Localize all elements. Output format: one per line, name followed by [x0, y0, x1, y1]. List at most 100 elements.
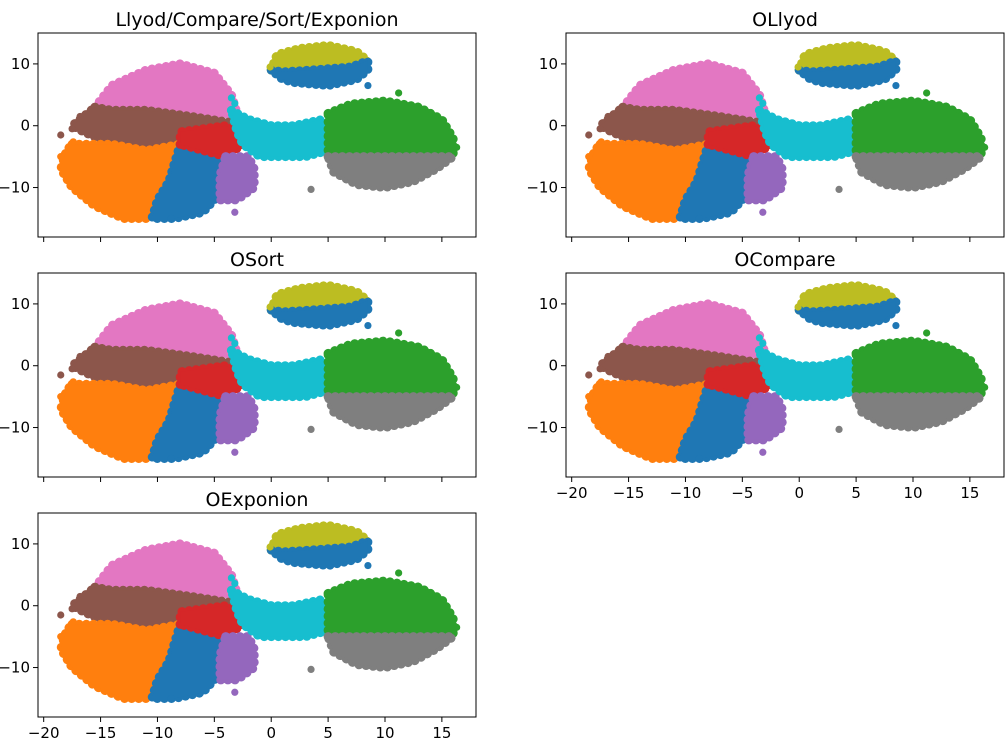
cluster-1-core [94, 303, 238, 357]
cluster-8-core [856, 341, 982, 397]
subplot-2: OLlyod 10 0 −10 [526, 9, 1005, 242]
scatter-point [835, 425, 843, 433]
scatter-point [76, 592, 84, 601]
subplot-title: OLlyod [752, 9, 818, 31]
scatter-point [923, 329, 931, 337]
scatter-point [76, 352, 84, 361]
scatter-point [585, 371, 593, 379]
scatter-point [759, 99, 767, 108]
cluster-3-core [60, 624, 181, 699]
cluster-6-core [220, 636, 255, 680]
scatter-point [453, 383, 461, 391]
scatter-point [597, 378, 605, 386]
cluster-11-core [799, 60, 896, 86]
cluster-5-core [708, 365, 771, 397]
subplot-title: OCompare [734, 249, 835, 271]
y-tick-label: 10 [539, 55, 558, 73]
scatter-point [695, 454, 703, 463]
scatter-point [167, 694, 175, 703]
x-tick-label: −15 [85, 724, 117, 742]
scatter-point [227, 334, 236, 342]
y-tick-label: −10 [0, 419, 30, 437]
subplot-5: OExponion 10 0 −10 −20 −15 −10 −5 0 5 10 15 [0, 489, 477, 742]
cluster-5-core [180, 605, 243, 637]
scatter-point [69, 378, 77, 386]
cluster-5-core [180, 125, 243, 157]
cluster-7-core [759, 110, 857, 157]
scatter-point [835, 185, 843, 193]
scatter-point [604, 352, 612, 361]
cluster-7-core [231, 350, 329, 397]
x-tick-label: 5 [323, 724, 333, 742]
y-tick-label: −10 [526, 179, 558, 197]
y-tick-label: 10 [11, 55, 30, 73]
cluster-8-core [328, 341, 454, 397]
cluster-9-core [856, 396, 982, 428]
scatter-point [597, 138, 605, 146]
scatter-point [57, 633, 65, 641]
cluster-3-core [60, 384, 181, 459]
y-tick-label: 0 [548, 357, 558, 375]
scatter-area [584, 40, 989, 223]
scatter-point [76, 112, 84, 121]
x-tick-label: −20 [28, 724, 60, 742]
axes-frame [37, 512, 477, 718]
y-tick-label: −10 [526, 419, 558, 437]
scatter-point [981, 383, 989, 391]
cluster-4-core [151, 384, 226, 459]
y-tick-label: 0 [20, 117, 30, 135]
x-tick-label: 0 [266, 724, 276, 742]
x-tick-label: 10 [903, 484, 922, 502]
y-tick-label: 0 [20, 357, 30, 375]
scatter-point [755, 94, 764, 102]
scatter-point [231, 339, 239, 348]
cluster-4-core [151, 624, 226, 699]
scatter-point [68, 605, 76, 613]
scatter-point [585, 393, 593, 401]
scatter-point [266, 543, 274, 551]
cluster-9-core [328, 156, 454, 188]
cluster-5-core [180, 365, 243, 397]
scatter-point [364, 561, 372, 570]
cluster-7-core [231, 590, 329, 637]
cluster-6-core [748, 156, 783, 200]
cluster-1-core [94, 543, 238, 597]
scatter-point [604, 112, 612, 121]
scatter-point [759, 448, 767, 456]
subplot-3: OSort 10 0 −10 [0, 249, 477, 482]
scatter-point [596, 125, 604, 133]
y-tick-label: 10 [11, 295, 30, 313]
scatter-point [453, 623, 461, 631]
scatter-point [69, 138, 77, 146]
cluster-1-core [622, 303, 766, 357]
y-tick-label: −10 [0, 179, 30, 197]
scatter-point [68, 125, 76, 133]
scatter-point [227, 574, 236, 582]
scatter-area [56, 520, 461, 703]
cluster-7-core [759, 350, 857, 397]
x-tick-label: 5 [851, 484, 861, 502]
scatter-point [794, 303, 802, 311]
cluster-9-core [328, 636, 454, 668]
cluster-6-core [220, 396, 255, 440]
cluster-4-core [151, 144, 226, 219]
scatter-point [231, 99, 239, 108]
scatter-point [57, 611, 65, 619]
cluster-1-core [622, 63, 766, 117]
scatter-point [395, 569, 403, 577]
axes-frame [37, 272, 477, 478]
x-tick-label: −10 [142, 724, 174, 742]
x-tick-label: −15 [613, 484, 645, 502]
subplot-title: Llyod/Compare/Sort/Exponion [115, 9, 398, 31]
cluster-11-core [271, 300, 368, 326]
scatter-point [57, 393, 65, 401]
y-tick-label: 10 [11, 535, 30, 553]
cluster-1-core [94, 63, 238, 117]
scatter-point [585, 153, 593, 161]
scatter-point [892, 81, 900, 90]
scatter-point [167, 214, 175, 223]
x-tick-label: 10 [375, 724, 394, 742]
cluster-9-core [856, 156, 982, 188]
x-tick-label: −20 [556, 484, 588, 502]
cluster-7-core [231, 110, 329, 157]
